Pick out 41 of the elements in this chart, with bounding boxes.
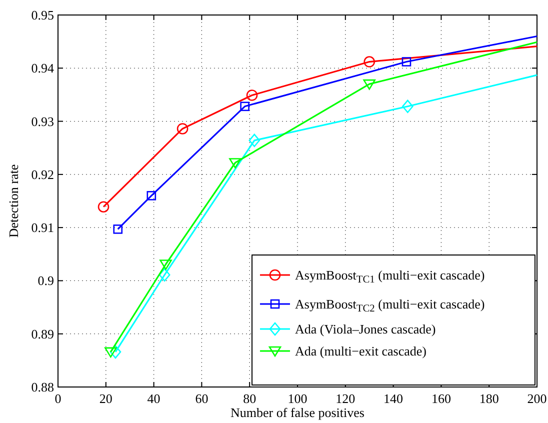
point — [364, 56, 375, 68]
y-tick-label: 0.91 — [31, 220, 54, 236]
x-tick-label: 20 — [99, 391, 112, 406]
legend-label: AsymBoost$_{TC2}$ (multi−exit cascade) — [295, 296, 485, 314]
point — [363, 79, 376, 90]
y-tick-label: 0.95 — [31, 8, 54, 22]
x-axis-title: Number of false positives — [230, 405, 364, 420]
y-tick-label: 0.9 — [38, 273, 54, 288]
point — [176, 123, 188, 134]
x-tick-label: 120 — [336, 391, 356, 406]
y-tick-label: 0.93 — [31, 114, 54, 129]
legend-label: Ada (Viola–Jones cascade) — [295, 322, 436, 336]
y-tick-label: 0.92 — [31, 166, 54, 182]
x-tick-label: 140 — [384, 391, 404, 406]
y-tick-label: 0.94 — [31, 60, 54, 76]
point — [104, 347, 117, 358]
x-tick-label: 40 — [147, 391, 160, 406]
y-tick-label: 0.89 — [31, 326, 54, 342]
x-tick-label: 80 — [243, 391, 256, 406]
point — [240, 102, 250, 112]
x-tick-label: 0 — [54, 391, 62, 406]
legend-label: AsymBoost$_{TC1}$ (multi−exit cascade) — [295, 268, 485, 286]
point — [229, 158, 242, 168]
x-tick-label: 180 — [479, 391, 499, 406]
y-tick-label: 0.88 — [31, 380, 54, 394]
point — [113, 224, 123, 234]
x-tick-label: 60 — [195, 391, 208, 406]
point — [248, 134, 260, 148]
x-tick-label: 200 — [527, 391, 547, 406]
point — [246, 90, 258, 101]
point — [160, 260, 172, 270]
x-tick-label: 100 — [288, 391, 308, 406]
point — [98, 201, 110, 212]
y-axis-title: Detection rate — [6, 164, 21, 238]
point — [402, 57, 412, 66]
point — [402, 100, 414, 114]
point — [146, 191, 156, 200]
point — [110, 345, 122, 359]
x-tick-label: 160 — [431, 391, 451, 406]
point — [158, 268, 170, 282]
legend-label: Ada (multi−exit cascade) — [295, 344, 426, 358]
